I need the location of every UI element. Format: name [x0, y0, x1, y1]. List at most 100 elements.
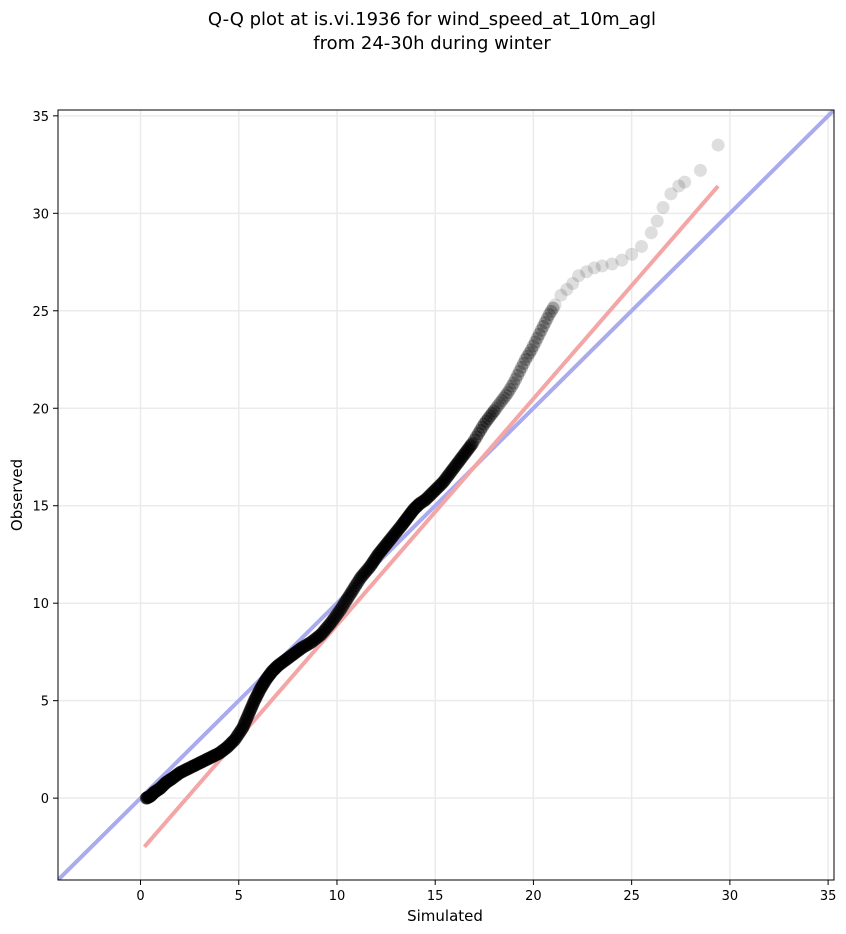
quantile-point [445, 464, 459, 478]
quantile-points [139, 138, 725, 805]
quantile-point [467, 433, 481, 447]
quantile-point [546, 301, 560, 315]
x-tick-label: 15 [427, 889, 444, 904]
quantile-point [513, 364, 527, 378]
quantile-point [507, 376, 521, 390]
quantile-point [501, 386, 515, 400]
quantile-point [587, 261, 601, 275]
quantile-point [456, 449, 470, 463]
quantile-point [421, 490, 435, 504]
quantile-point [450, 457, 464, 471]
quantile-point [415, 495, 429, 509]
quantile-point [457, 448, 471, 462]
quantile-point [471, 427, 485, 441]
quantile-point [422, 489, 436, 503]
quantile-point [436, 475, 450, 489]
quantile-point [524, 343, 538, 357]
quantile-point [429, 482, 443, 496]
quantile-point [423, 488, 437, 502]
quantile-point [430, 481, 444, 495]
quantile-point [464, 439, 478, 453]
y-axis-label: Observed [8, 459, 26, 531]
quantile-point [426, 485, 440, 499]
quantile-point [455, 451, 469, 465]
quantile-point [441, 469, 455, 483]
quantile-point [479, 414, 493, 428]
quantile-point [595, 259, 609, 273]
plot-area: 0 5 10 15 20 25 30 35 0 5 10 15 20 25 30 35 [32, 109, 836, 904]
quantile-point [477, 417, 491, 431]
quantile-point [491, 399, 505, 413]
quantile-point [497, 391, 511, 405]
quantile-point [440, 470, 454, 484]
quantile-point [431, 480, 445, 494]
quantile-point [664, 187, 678, 201]
quantile-point [605, 257, 619, 271]
quantile-point [428, 483, 442, 497]
x-tick-label: 5 [235, 889, 243, 904]
y-tick-label: 30 [32, 207, 49, 222]
quantile-point [432, 479, 446, 493]
quantile-point [693, 163, 707, 177]
quantile-point [656, 200, 670, 214]
quantile-point [509, 372, 523, 386]
y-tick-label: 20 [32, 402, 49, 417]
quantile-point [466, 436, 480, 450]
quantile-point [433, 478, 447, 492]
reference-line [58, 110, 834, 880]
quantile-point [532, 327, 546, 341]
quantile-point [442, 468, 456, 482]
quantile-point [505, 379, 519, 393]
x-tick-label: 10 [329, 889, 346, 904]
quantile-point [615, 253, 629, 267]
quantile-point [419, 492, 433, 506]
quantile-point [644, 226, 658, 240]
chart-title-line-1: Q-Q plot at is.vi.1936 for wind_speed_at… [208, 9, 656, 30]
quantile-point [411, 498, 425, 512]
quantile-point [544, 304, 558, 318]
quantile-point [634, 239, 648, 253]
chart-title-line-2: from 24-30h during winter [313, 33, 551, 54]
quantile-point [678, 175, 692, 189]
y-tick-label: 5 [41, 695, 49, 710]
quantile-point [515, 360, 529, 374]
quantile-point [418, 493, 432, 507]
quantile-point [453, 453, 467, 467]
quantile-point [540, 312, 554, 326]
quantile-point [522, 346, 536, 360]
quantile-point [443, 466, 457, 480]
quantile-point [417, 494, 431, 508]
quantile-point [485, 406, 499, 420]
quantile-point [519, 353, 533, 367]
quantile-point [499, 388, 513, 402]
quantile-point [434, 477, 448, 491]
quantile-point [448, 460, 462, 474]
quantile-point [528, 335, 542, 349]
quantile-point [437, 474, 451, 488]
quantile-point [447, 461, 461, 475]
quantile-point [413, 496, 427, 510]
quantile-point [444, 465, 458, 479]
quantile-point [469, 430, 483, 444]
quantile-point [420, 491, 434, 505]
quantile-point [473, 423, 487, 437]
quantile-point [427, 484, 441, 498]
axes-frame [57, 109, 835, 881]
x-tick-label: 30 [722, 889, 739, 904]
quantile-point [495, 393, 509, 407]
y-tick-label: 15 [32, 500, 49, 515]
quantile-point [566, 276, 580, 290]
quantile-point [412, 497, 426, 511]
quantile-point [526, 339, 540, 353]
quantile-point [711, 138, 725, 152]
x-tick-label: 0 [136, 889, 144, 904]
quantile-point [554, 288, 568, 302]
x-tick-label: 25 [623, 889, 640, 904]
y-tick-label: 0 [41, 792, 49, 807]
quantile-point [435, 476, 449, 490]
quantile-point [560, 282, 574, 296]
quantile-point [452, 455, 466, 469]
quantile-point [449, 458, 463, 472]
quantile-point [465, 438, 479, 452]
